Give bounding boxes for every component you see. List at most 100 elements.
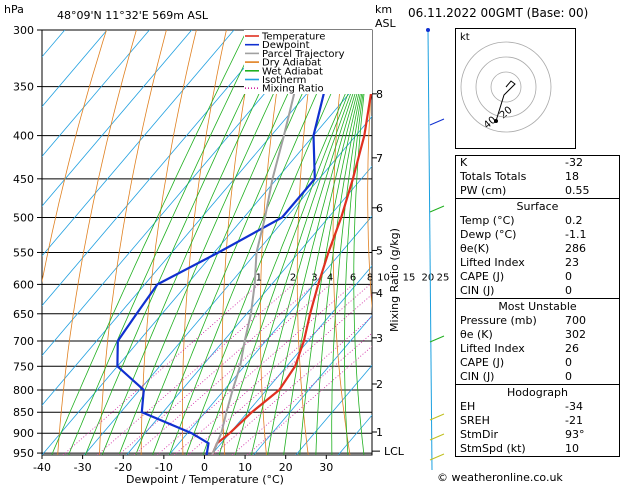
dry-adiabat bbox=[99, 30, 167, 455]
section-title: Hodograph bbox=[456, 384, 619, 400]
legend-item: Dewpoint bbox=[262, 40, 310, 51]
legend-box bbox=[244, 30, 372, 94]
index-label: Dewp (°C) bbox=[460, 228, 517, 241]
wind-barb bbox=[429, 433, 445, 441]
index-row: PW (cm) 0.55 bbox=[456, 184, 619, 198]
temp-tick-label: 10 bbox=[238, 461, 252, 474]
wet-adiabat bbox=[135, 30, 318, 455]
credit-label: © weatheronline.co.uk bbox=[437, 471, 563, 484]
index-label: EH bbox=[460, 400, 476, 413]
index-row: SREH -21 bbox=[456, 414, 619, 428]
index-row: Dewp (°C) -1.1 bbox=[456, 228, 619, 242]
index-row: Lifted Index 23 bbox=[456, 256, 619, 270]
index-row: StmDir 93° bbox=[456, 428, 619, 442]
mixing-ratio-label: 4 bbox=[327, 272, 333, 283]
index-label: θe(K) bbox=[460, 242, 490, 255]
isotherm-line bbox=[126, 165, 372, 455]
isotherm-line bbox=[42, 30, 108, 108]
pressure-tick-label: 400 bbox=[13, 130, 34, 143]
index-row: Totals Totals 18 bbox=[456, 170, 619, 184]
wet-adiabat bbox=[118, 30, 304, 455]
wet-adiabat bbox=[267, 37, 372, 455]
index-label: StmSpd (kt) bbox=[460, 442, 526, 455]
mixing-ratio-line bbox=[134, 284, 331, 455]
dry-adiabat bbox=[57, 30, 137, 455]
index-label: PW (cm) bbox=[460, 184, 507, 197]
isotherm-line bbox=[42, 30, 319, 357]
isotherm-line bbox=[210, 265, 372, 455]
mixing-ratio-line bbox=[157, 284, 354, 455]
pressure-tick-label: 900 bbox=[13, 427, 34, 440]
index-label: K bbox=[460, 156, 468, 169]
wind-barb bbox=[429, 413, 445, 421]
index-label: Temp (°C) bbox=[460, 214, 515, 227]
index-row: CIN (J) 0 bbox=[456, 284, 619, 298]
index-label: CIN (J) bbox=[460, 284, 495, 297]
temp-tick-label: 0 bbox=[201, 461, 208, 474]
wet-adiabat bbox=[234, 35, 372, 455]
km-tick-label: 1 bbox=[376, 426, 383, 439]
isotherm-line bbox=[42, 30, 150, 157]
index-row: EH -34 bbox=[456, 400, 619, 414]
index-value: 0 bbox=[565, 270, 572, 283]
km-tick-label: 3 bbox=[376, 332, 383, 345]
dry-adiabat bbox=[140, 30, 197, 455]
index-value: 26 bbox=[565, 342, 579, 355]
km-tick-label: 8 bbox=[376, 88, 383, 101]
wet-adiabat bbox=[84, 30, 276, 455]
section-title: Most Unstable bbox=[456, 298, 619, 314]
mixing-ratio-label: 25 bbox=[437, 272, 450, 283]
legend-item: Mixing Ratio bbox=[262, 84, 324, 95]
index-value: -32 bbox=[565, 156, 583, 169]
mixing-ratio-line bbox=[187, 293, 372, 455]
wet-adiabat bbox=[202, 31, 372, 455]
wet-adiabat bbox=[168, 30, 346, 455]
isotherm-line bbox=[84, 115, 372, 455]
index-value: 10 bbox=[565, 442, 579, 455]
mixing-ratio-line bbox=[97, 284, 294, 455]
mixing-ratio-label: 8 bbox=[367, 272, 373, 283]
mixing-ratio-line bbox=[246, 345, 372, 455]
mixing-ratio-line bbox=[118, 284, 315, 455]
wind-barb bbox=[429, 118, 445, 126]
index-label: CAPE (J) bbox=[460, 270, 505, 283]
wet-adiabat bbox=[68, 30, 262, 455]
legend-item: Parcel Trajectory bbox=[262, 49, 345, 60]
index-label: CIN (J) bbox=[460, 370, 495, 383]
pressure-tick-label: 300 bbox=[13, 24, 34, 37]
wind-barb bbox=[429, 453, 445, 461]
hodograph-plot: kt 40 20 bbox=[460, 32, 552, 133]
mixing-ratio-axis-label: Mixing Ratio (g/kg) bbox=[388, 228, 401, 332]
wind-profile-top bbox=[426, 28, 430, 32]
datetime-label: 06.11.2022 00GMT (Base: 00) bbox=[408, 6, 589, 20]
mixing-ratio-label: 6 bbox=[350, 272, 356, 283]
dry-adiabat bbox=[182, 30, 227, 455]
index-value: 0.55 bbox=[565, 184, 590, 197]
temp-tick-label: -30 bbox=[74, 461, 92, 474]
index-value: -1.1 bbox=[565, 228, 587, 241]
mixing-ratio-label: 3 bbox=[311, 272, 317, 283]
index-row: Temp (°C) 0.2 bbox=[456, 214, 619, 228]
isotherm-line bbox=[295, 364, 372, 455]
legend-item: Dry Adiabat bbox=[262, 58, 321, 69]
index-label: StmDir bbox=[460, 428, 499, 441]
mixing-ratio-label: 1 bbox=[256, 272, 262, 283]
wet-adiabat bbox=[218, 33, 372, 455]
index-value: 0 bbox=[565, 284, 572, 297]
index-row: θe(K) 286 bbox=[456, 242, 619, 256]
mixing-ratio-label: 15 bbox=[403, 272, 416, 283]
temp-tick-label: 30 bbox=[319, 461, 333, 474]
index-value: 0.2 bbox=[565, 214, 583, 227]
pressure-tick-label: 800 bbox=[13, 384, 34, 397]
temp-tick-label: -40 bbox=[33, 461, 51, 474]
mixing-ratio-line bbox=[213, 316, 372, 455]
index-value: -34 bbox=[565, 400, 583, 413]
index-value: 18 bbox=[565, 170, 579, 183]
wet-adiabat bbox=[152, 30, 332, 455]
km-tick-label: 4 bbox=[376, 287, 383, 300]
index-row: Lifted Index 26 bbox=[456, 342, 619, 356]
km-label: km bbox=[375, 3, 392, 16]
mixing-ratio-line bbox=[62, 284, 260, 455]
legend-item: Temperature bbox=[261, 32, 325, 43]
